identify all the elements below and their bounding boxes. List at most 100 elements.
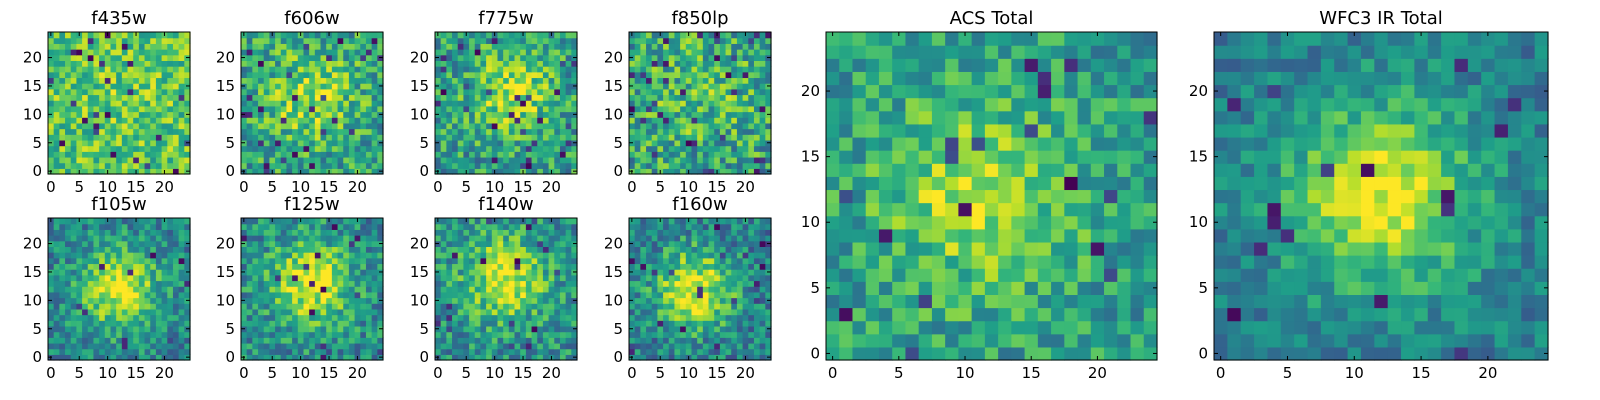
heatmap-cell — [178, 83, 185, 90]
heatmap-cell — [508, 291, 516, 299]
heatmap-cell — [337, 32, 344, 39]
heatmap-cell — [719, 60, 727, 67]
heatmap-cell — [365, 223, 373, 230]
heatmap-cell — [167, 134, 174, 141]
heatmap-cell — [759, 60, 766, 67]
heatmap-cell — [702, 342, 710, 350]
x-tick-label: 20 — [155, 364, 174, 382]
heatmap-cell — [343, 151, 350, 158]
heatmap-cell — [93, 269, 100, 276]
heatmap-cell — [241, 274, 248, 282]
heatmap-cell — [138, 139, 146, 147]
heatmap-cell — [155, 331, 163, 338]
heatmap-cell — [731, 308, 738, 316]
heatmap-cell — [674, 269, 681, 276]
heatmap-cell — [480, 145, 487, 152]
heatmap-cell — [348, 325, 356, 333]
heatmap-cell — [87, 105, 95, 113]
heatmap-cell — [116, 297, 123, 304]
heatmap-cell — [246, 151, 253, 158]
heatmap-cell — [172, 280, 180, 287]
heatmap-cell — [759, 71, 766, 79]
heatmap-cell — [269, 246, 276, 253]
heatmap-cell — [708, 117, 715, 124]
heatmap-cell — [121, 105, 129, 113]
heatmap-cell — [486, 32, 493, 39]
heatmap-cell — [663, 274, 670, 282]
heatmap-cell — [320, 94, 327, 101]
panel-title: f105w — [91, 194, 146, 215]
heatmap-cell — [360, 325, 367, 333]
heatmap-cell — [343, 252, 350, 259]
heatmap-cell — [765, 156, 772, 164]
heatmap-cell — [133, 348, 140, 355]
x-tick-label: 5 — [461, 178, 471, 196]
heatmap-cell — [309, 151, 316, 158]
heatmap-cell — [514, 223, 521, 230]
heatmap-cell — [571, 235, 578, 242]
heatmap-cell — [167, 32, 174, 39]
heatmap-cell — [280, 291, 288, 299]
heatmap-cell — [309, 257, 316, 265]
heatmap-cell — [765, 100, 772, 107]
heatmap-cell — [82, 77, 89, 84]
heatmap-cell — [508, 54, 516, 61]
heatmap-cell — [343, 257, 350, 265]
heatmap-cell — [634, 83, 641, 90]
heatmap-cell — [110, 122, 117, 130]
heatmap-cell — [121, 263, 129, 270]
heatmap-cell — [520, 122, 527, 130]
heatmap-cell — [314, 134, 322, 141]
heatmap-cell — [708, 280, 715, 287]
heatmap-cell — [343, 342, 350, 350]
heatmap-cell — [93, 77, 100, 84]
heatmap-cell — [93, 162, 100, 169]
heatmap-cell — [70, 71, 77, 79]
heatmap-cell — [326, 325, 333, 333]
heatmap-cell — [331, 105, 339, 113]
heatmap-cell — [155, 37, 163, 44]
heatmap-cell — [252, 331, 259, 338]
heatmap-cell — [548, 342, 555, 350]
heatmap-cell — [99, 291, 106, 299]
heatmap-cell — [646, 151, 653, 158]
heatmap-cell — [303, 263, 310, 270]
heatmap-cell — [59, 246, 66, 253]
heatmap-cell — [440, 43, 447, 50]
heatmap-cell — [258, 88, 265, 96]
heatmap-cell — [354, 263, 361, 270]
heatmap-cell — [309, 94, 316, 101]
heatmap-cell — [508, 162, 516, 169]
heatmap-cell — [48, 105, 55, 113]
heatmap-cell — [343, 83, 350, 90]
heatmap-cell — [657, 280, 664, 287]
heatmap-cell — [263, 314, 270, 321]
heatmap-cell — [286, 229, 293, 236]
heatmap-cell — [167, 308, 174, 316]
heatmap-cell — [127, 218, 134, 225]
heatmap-cell — [144, 156, 151, 164]
heatmap-cell — [303, 325, 310, 333]
heatmap-cell — [360, 43, 367, 50]
heatmap-cell — [486, 257, 493, 265]
heatmap-cell — [457, 105, 464, 113]
heatmap-cell — [87, 263, 95, 270]
heatmap-cell — [646, 71, 653, 79]
heatmap-cell — [343, 162, 350, 169]
heatmap-cell — [634, 291, 641, 299]
heatmap-cell — [685, 156, 693, 164]
heatmap-cell — [725, 156, 732, 164]
heatmap-cell — [714, 325, 721, 333]
heatmap-cell — [93, 308, 100, 316]
heatmap-cell — [503, 218, 510, 225]
heatmap-cell — [531, 325, 538, 333]
heatmap-cell — [309, 100, 316, 107]
heatmap-cell — [241, 151, 248, 158]
heatmap-cell — [337, 60, 344, 67]
heatmap-cell — [537, 325, 544, 333]
heatmap-cell — [480, 348, 487, 355]
heatmap-cell — [263, 94, 270, 101]
heatmap-cell — [435, 286, 442, 293]
heatmap-cell — [326, 263, 333, 270]
heatmap-cell — [184, 100, 191, 107]
